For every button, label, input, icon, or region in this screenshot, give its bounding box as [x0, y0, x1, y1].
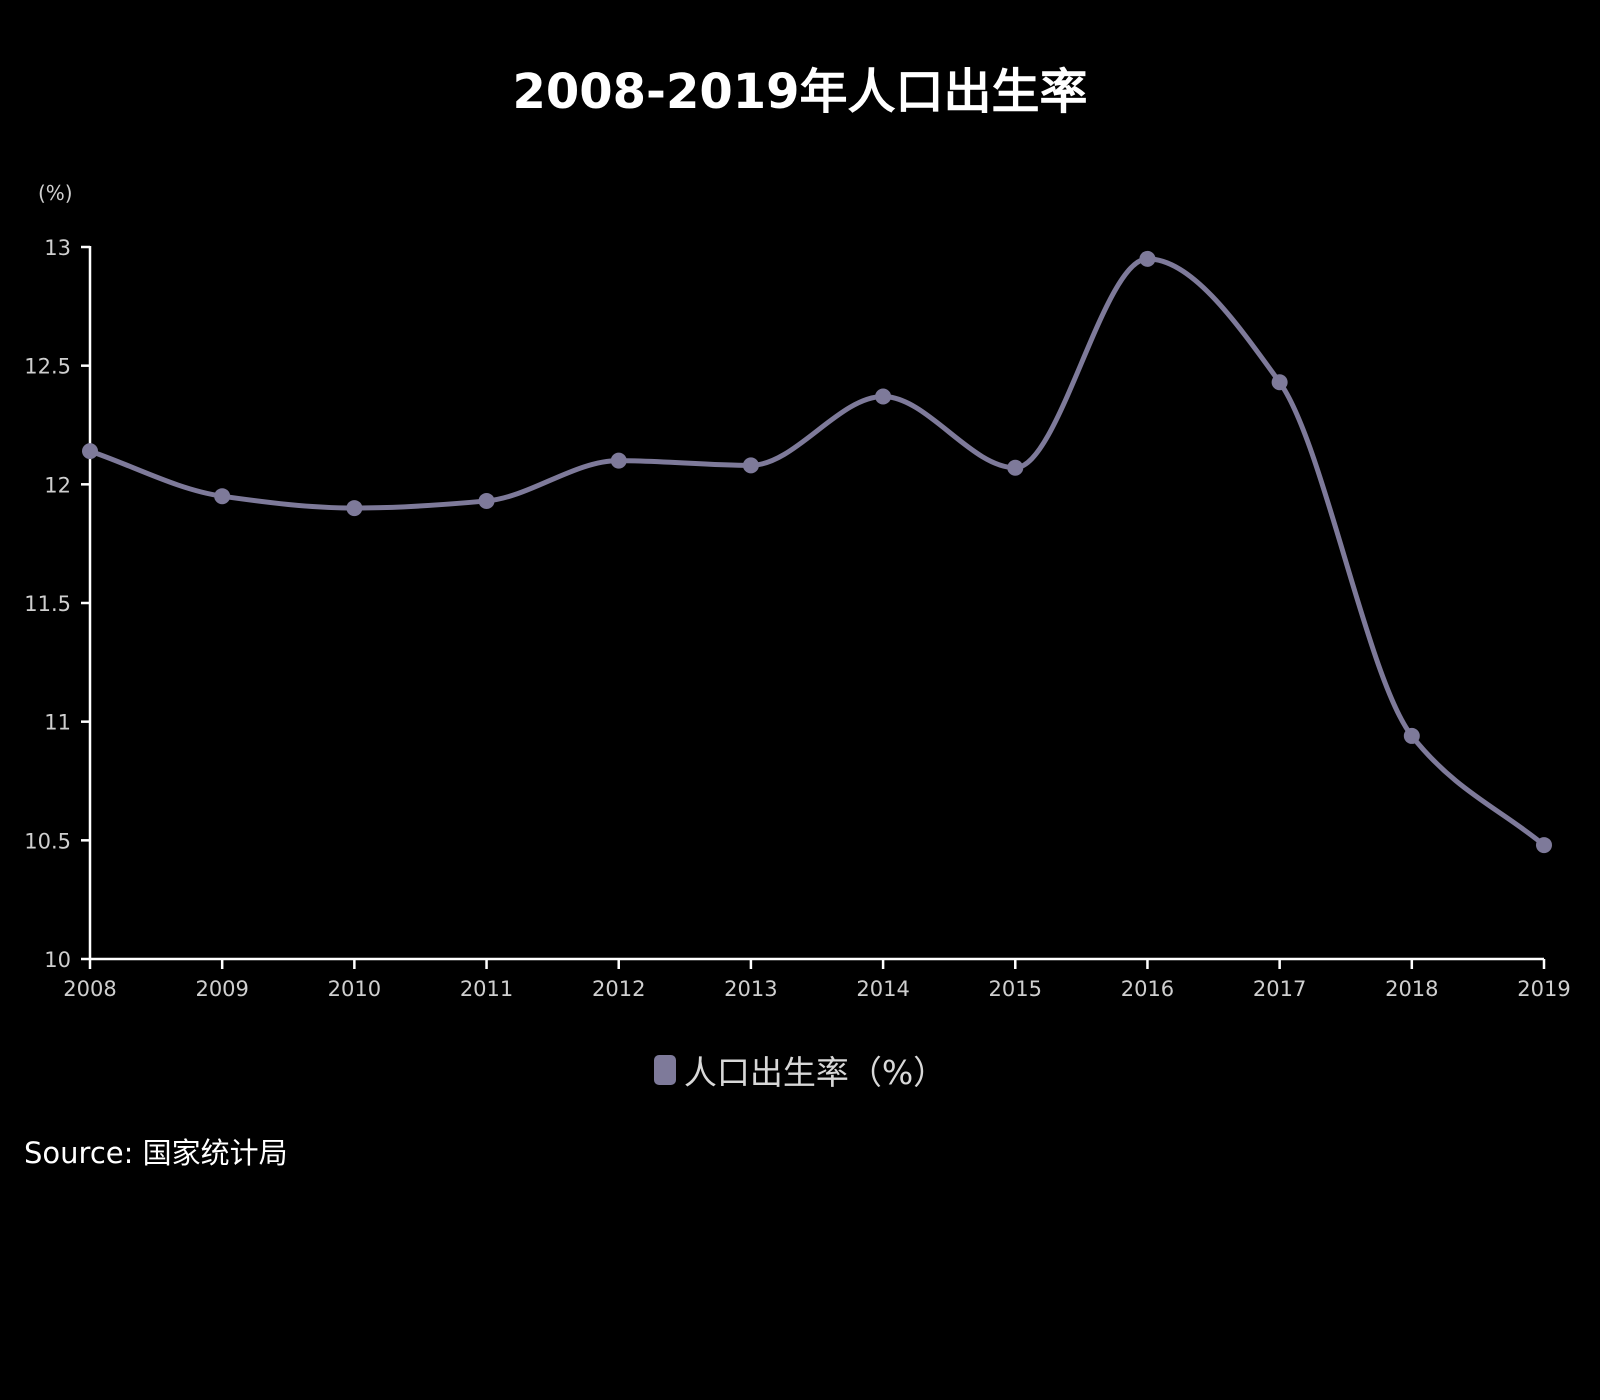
x-tick-label: 2013 — [724, 977, 777, 1001]
data-point[interactable] — [1271, 374, 1288, 391]
data-point[interactable] — [610, 452, 627, 469]
y-tick-label: 12.5 — [24, 355, 71, 379]
legend[interactable]: 人口出生率（%） — [0, 1046, 1600, 1094]
data-point[interactable] — [82, 443, 98, 460]
chart-title: 2008-2019年人口出生率 — [512, 64, 1088, 120]
legend-swatch — [653, 1055, 676, 1085]
data-point[interactable] — [1139, 250, 1156, 267]
y-tick-label: 13 — [44, 236, 71, 260]
x-tick-label: 2019 — [1517, 977, 1570, 1001]
x-tick-label: 2010 — [328, 977, 381, 1001]
data-point[interactable] — [478, 492, 495, 509]
x-tick-label: 2015 — [989, 977, 1042, 1001]
x-tick-label: 2008 — [63, 977, 116, 1001]
x-tick-label: 2018 — [1385, 977, 1438, 1001]
x-tick-label: 2009 — [195, 977, 248, 1001]
y-axis: 10 10.5 11 11.5 12 12.5 13 — [24, 236, 92, 972]
y-tick-label: 10.5 — [24, 829, 71, 853]
series-group — [82, 250, 1552, 854]
x-tick-label: 2012 — [592, 977, 645, 1001]
data-point[interactable] — [875, 388, 892, 405]
data-point[interactable] — [214, 488, 231, 505]
x-axis: 2008 2009 2010 2011 2012 2013 2014 2015 2016 2017… — [63, 957, 1571, 1001]
y-tick-label: 12 — [44, 473, 71, 497]
x-tick-label: 2017 — [1253, 977, 1306, 1001]
y-tick-label: 11.5 — [24, 592, 71, 616]
source-note: Source: 国家统计局 — [24, 1136, 288, 1170]
y-tick-label: 11 — [44, 711, 71, 735]
x-tick-label: 2011 — [460, 977, 513, 1001]
data-point[interactable] — [1007, 459, 1024, 476]
y-tick-label: 10 — [44, 948, 71, 972]
series-line — [89, 256, 1546, 848]
legend-label: 人口出生率（%） — [683, 1053, 947, 1092]
y-axis-unit-label: (%) — [38, 181, 73, 205]
data-point[interactable] — [346, 500, 363, 517]
x-tick-label: 2016 — [1121, 977, 1174, 1001]
data-point[interactable] — [1403, 727, 1420, 744]
data-point[interactable] — [1536, 837, 1552, 854]
data-point[interactable] — [742, 457, 759, 474]
x-tick-label: 2014 — [856, 977, 909, 1001]
